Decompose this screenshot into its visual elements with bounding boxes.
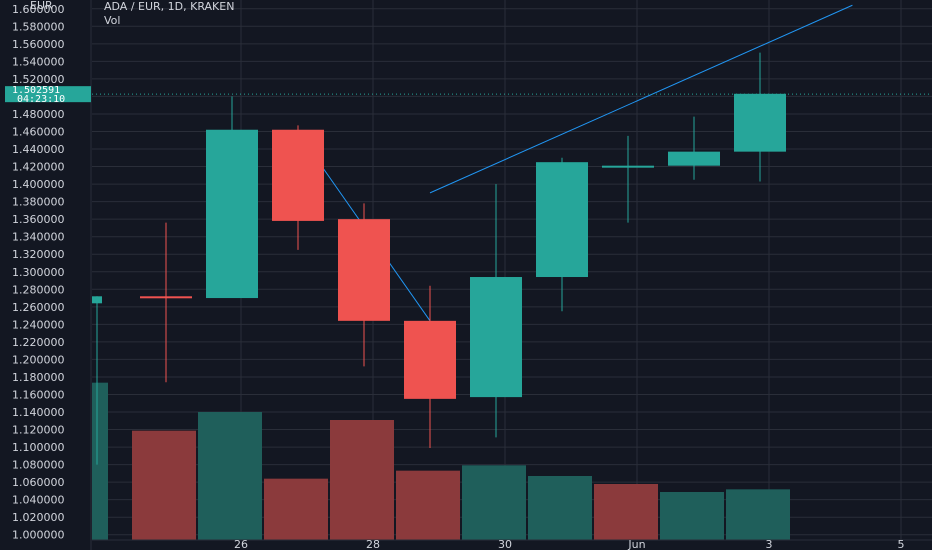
y-tick-label: 1.320000 (12, 248, 65, 261)
y-tick-label: 1.360000 (12, 213, 65, 226)
y-tick-label: 1.220000 (12, 336, 65, 349)
y-tick-label: 1.560000 (12, 38, 65, 51)
y-tick-label: 1.200000 (12, 353, 65, 366)
candle-body (536, 162, 588, 278)
volume-label: Vol (104, 14, 120, 27)
volume-bar (92, 382, 108, 540)
countdown-value: 04:23:10 (17, 94, 65, 105)
y-tick-label: 1.380000 (12, 196, 65, 209)
y-tick-label: 1.520000 (12, 73, 65, 86)
last-price-value: 1.502591 (12, 85, 60, 96)
candle-body (140, 296, 192, 299)
y-tick-label: 1.100000 (12, 441, 65, 454)
y-tick-label: 1.120000 (12, 424, 65, 437)
y-tick-label: 1.540000 (12, 55, 65, 68)
candle-body (404, 320, 456, 399)
time-axis[interactable]: 26 28 30 Jun 3 5 (92, 538, 932, 550)
currency-label: EUR (30, 0, 53, 12)
candle-body (668, 151, 720, 166)
y-tick-label: 1.580000 (12, 20, 65, 33)
symbol-label: ADA / EUR, 1D, KRAKEN (104, 0, 234, 13)
x-tick-label: 26 (234, 538, 248, 550)
last-price-badge (5, 86, 91, 103)
x-tick-label: Jun (627, 538, 645, 550)
volume-bar (594, 484, 658, 540)
volume-bars (92, 382, 790, 540)
volume-bar (132, 430, 196, 540)
candle-body (470, 277, 522, 398)
price-axis[interactable]: 1.600000 1.580000 1.560000 1.540000 1.520000… (0, 0, 92, 550)
chart-legend: ADA / EUR, 1D, KRAKEN Vol (104, 0, 234, 27)
y-tick-label: 1.020000 (12, 511, 65, 524)
volume-bar (198, 412, 262, 540)
candle-body (734, 93, 786, 152)
price-candles (92, 52, 786, 465)
trend-line (429, 4, 853, 194)
volume-bar (528, 476, 592, 540)
y-tick-label: 1.420000 (12, 161, 65, 174)
candle-body (92, 296, 102, 304)
y-tick-label: 1.280000 (12, 283, 65, 296)
time-axis-background (92, 541, 932, 550)
y-tick-label: 1.440000 (12, 143, 65, 156)
y-tick-label: 1.080000 (12, 459, 65, 472)
y-tick-label: 1.060000 (12, 476, 65, 489)
y-tick-label: 1.600000 (12, 3, 65, 16)
x-tick-label: 5 (898, 538, 905, 550)
candle-body (338, 219, 390, 321)
y-tick-label: 1.000000 (12, 529, 65, 542)
y-tick-label: 1.300000 (12, 266, 65, 279)
x-tick-label: 30 (498, 538, 512, 550)
y-tick-label: 1.240000 (12, 318, 65, 331)
y-tick-label: 1.160000 (12, 388, 65, 401)
y-tick-label: 1.480000 (12, 108, 65, 121)
volume-bar (726, 489, 790, 540)
y-tick-label: 1.140000 (12, 406, 65, 419)
y-tick-label: 1.180000 (12, 371, 65, 384)
y-tick-label: 1.340000 (12, 231, 65, 244)
volume-bar (264, 478, 328, 540)
volume-bar (396, 470, 460, 540)
candle-body (272, 129, 324, 221)
candle-body (602, 165, 654, 168)
x-tick-label: 3 (766, 538, 773, 550)
x-tick-label: 28 (366, 538, 380, 550)
y-tick-label: 1.040000 (12, 494, 65, 507)
y-tick-label: 1.400000 (12, 178, 65, 191)
volume-bar (330, 420, 394, 540)
y-tick-label: 1.260000 (12, 301, 65, 314)
volume-bar (462, 465, 526, 540)
y-tick-label: 1.460000 (12, 125, 65, 138)
candle-body (206, 129, 258, 299)
volume-bar (660, 492, 724, 540)
